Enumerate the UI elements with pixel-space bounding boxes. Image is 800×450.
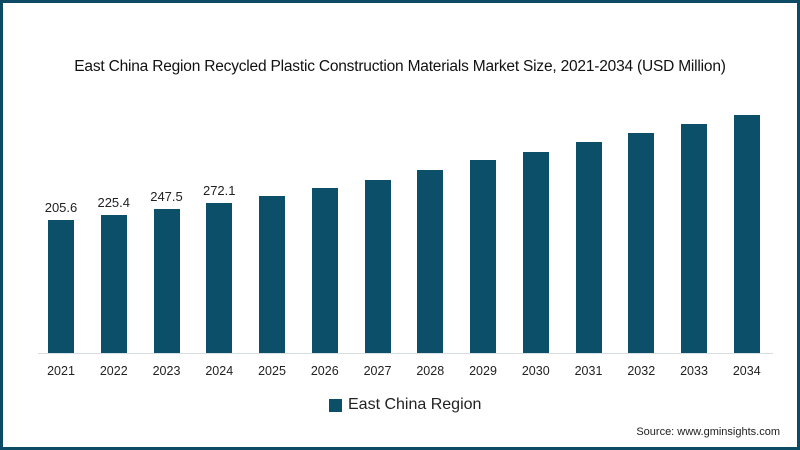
bar-2025 <box>259 195 285 353</box>
bar-2032 <box>628 132 655 353</box>
x-tick-label: 2028 <box>416 364 445 378</box>
x-tick-label: 2026 <box>310 364 339 378</box>
legend-label: East China Region <box>348 396 482 413</box>
source-note: Source: www.gminsights.com <box>636 426 780 438</box>
bar-2024 <box>206 203 233 353</box>
bar-2033 <box>681 124 707 353</box>
bar-2030 <box>522 151 549 353</box>
x-tick-label: 2027 <box>363 364 392 378</box>
data-label: 247.5 <box>150 189 183 205</box>
bar-2027 <box>364 179 391 353</box>
bar-2031 <box>575 142 602 353</box>
x-tick-label: 2023 <box>152 364 181 378</box>
chart-title: East China Region Recycled Plastic Const… <box>74 58 726 75</box>
bar-2026 <box>311 187 338 353</box>
x-tick-label: 2022 <box>99 364 128 378</box>
x-tick-label: 2032 <box>627 364 656 378</box>
bar-2034 <box>733 115 760 353</box>
data-label: 272.1 <box>202 183 236 198</box>
data-label: 205.6 <box>44 200 78 215</box>
bar-2028 <box>417 169 444 353</box>
data-label: 225.4 <box>97 194 131 210</box>
bar-2021 <box>48 220 74 353</box>
legend-swatch-icon <box>329 398 342 412</box>
x-tick-label: 2031 <box>574 364 603 378</box>
x-tick-label: 2029 <box>469 364 497 378</box>
x-tick-label: 2033 <box>680 364 708 378</box>
x-tick-label: 2034 <box>732 364 761 378</box>
x-tick-label: 2021 <box>47 364 75 378</box>
x-tick-label: 2025 <box>258 364 286 378</box>
legend: East China Region <box>329 396 481 414</box>
x-tick-label: 2030 <box>521 364 550 378</box>
bar-2029 <box>470 160 496 353</box>
bar-2022 <box>100 214 127 353</box>
x-tick-label: 2024 <box>205 364 234 378</box>
x-axis-line <box>38 353 773 354</box>
bar-2023 <box>153 209 180 353</box>
